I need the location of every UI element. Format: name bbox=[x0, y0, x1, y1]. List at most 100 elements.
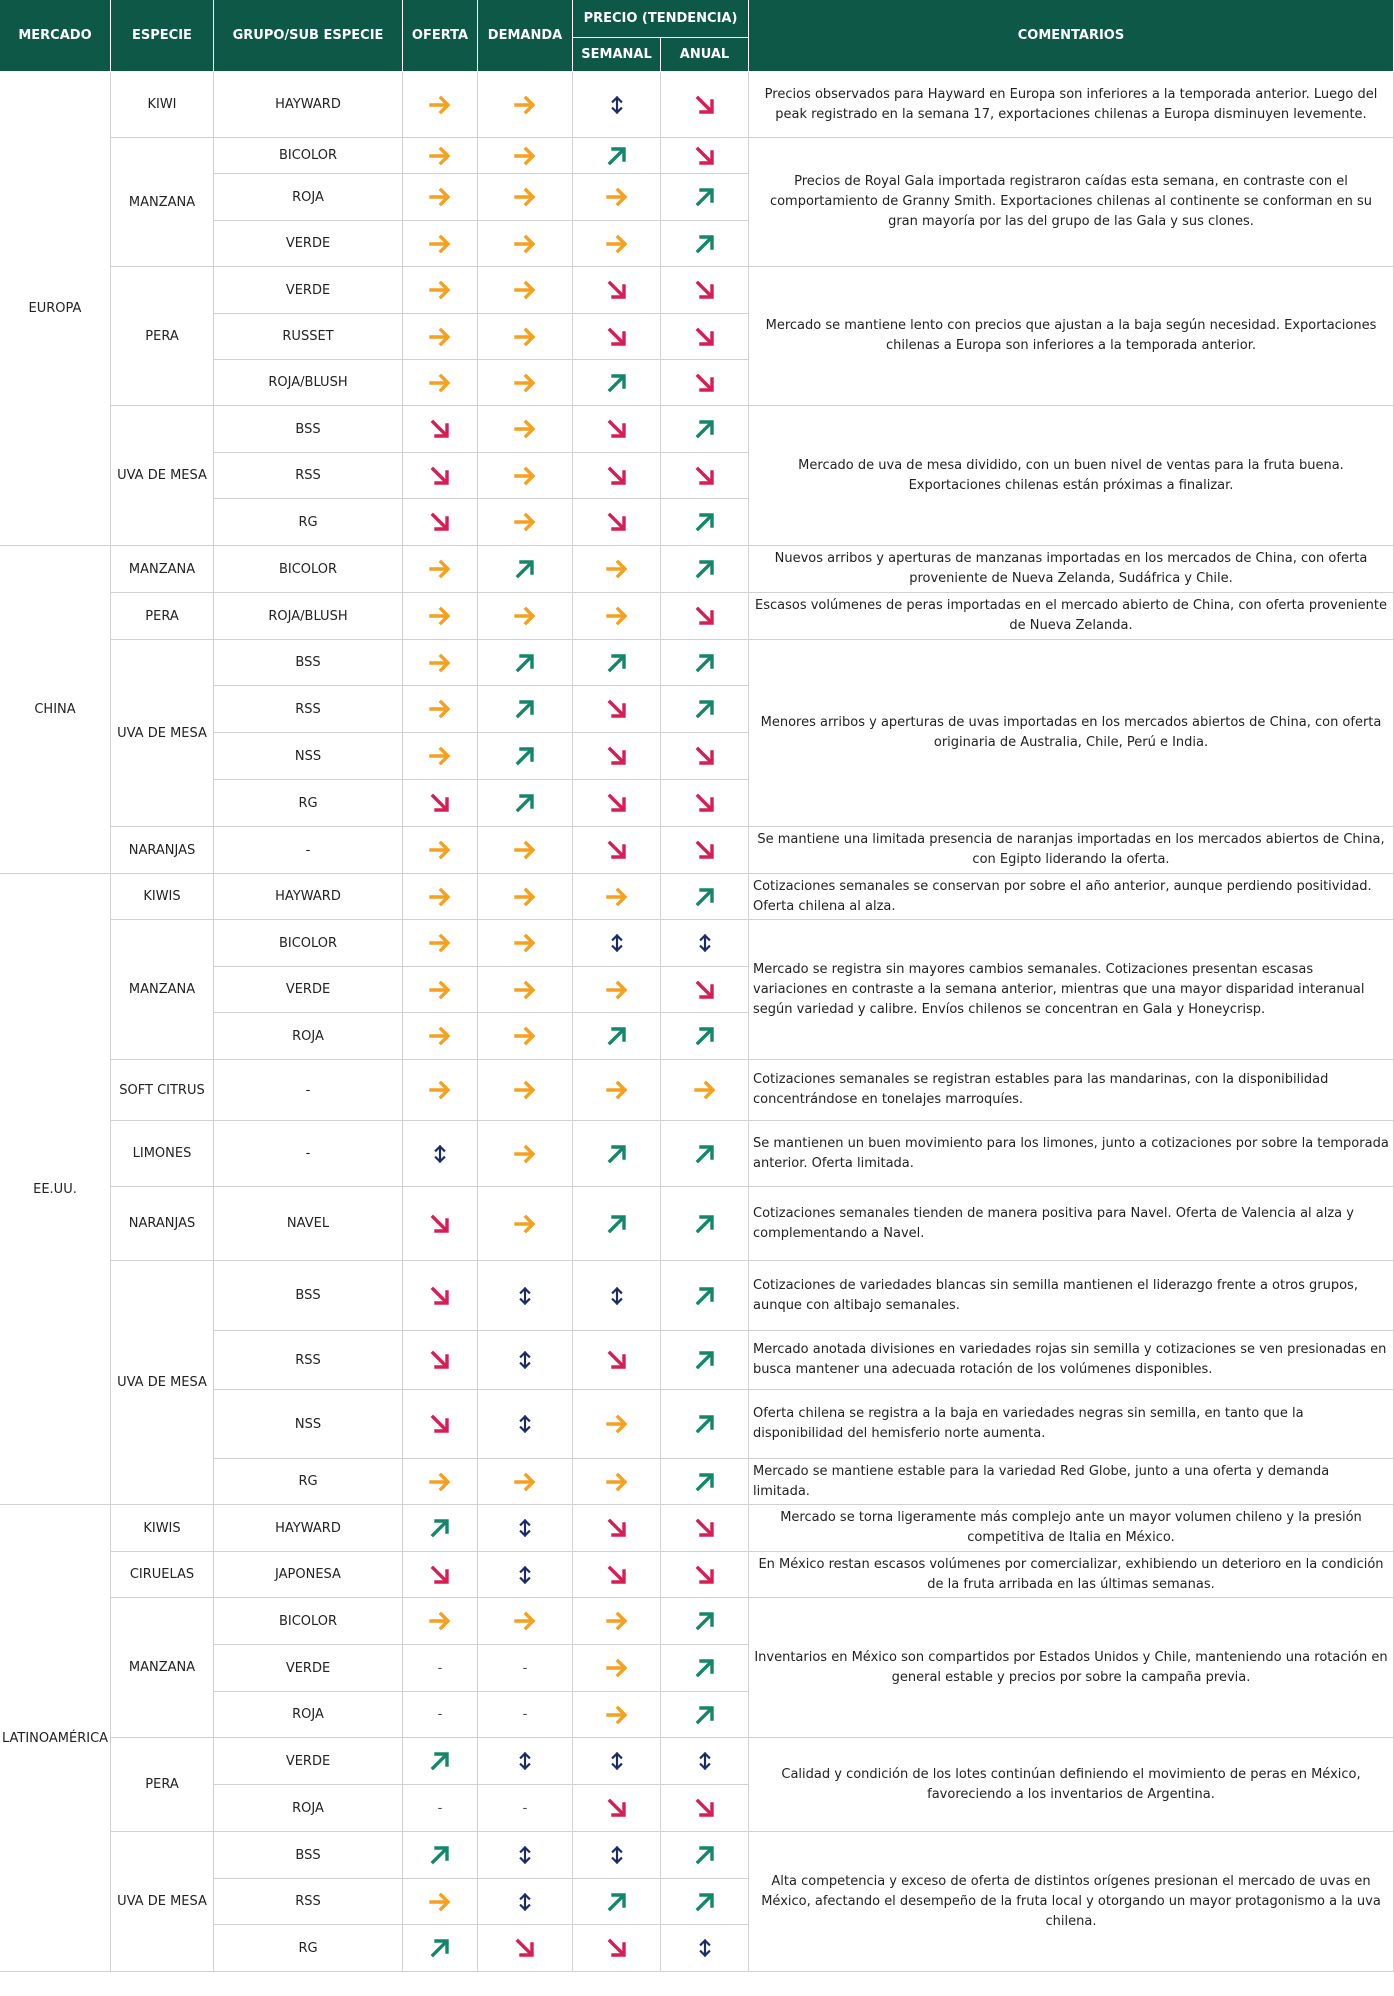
arrow-right-icon bbox=[429, 373, 451, 392]
oferta-cell bbox=[403, 1552, 478, 1598]
anual-cell bbox=[661, 360, 749, 406]
semanal-cell bbox=[573, 967, 661, 1013]
demanda-cell bbox=[478, 827, 573, 874]
demanda-cell bbox=[478, 1505, 573, 1552]
grupo-cell: HAYWARD bbox=[214, 874, 403, 920]
especie-cell: MANZANA bbox=[111, 138, 214, 267]
grupo-cell: BSS bbox=[214, 640, 403, 686]
oferta-cell bbox=[403, 174, 478, 221]
arrow-up-down-icon bbox=[519, 1845, 531, 1865]
arrow-up-right-icon bbox=[430, 1846, 449, 1865]
comment-cell: Calidad y condición de los lotes continú… bbox=[749, 1738, 1394, 1832]
arrow-down-right-icon bbox=[430, 419, 449, 438]
arrow-right-icon bbox=[514, 95, 536, 114]
especie-cell: PERA bbox=[111, 593, 214, 640]
semanal-cell bbox=[573, 920, 661, 967]
demanda-cell bbox=[478, 406, 573, 453]
arrow-down-right-icon bbox=[695, 746, 714, 765]
comment-cell: Mercado de uva de mesa dividido, con un … bbox=[749, 406, 1394, 546]
arrow-down-right-icon bbox=[430, 1286, 449, 1305]
grupo-cell: RG bbox=[214, 780, 403, 827]
arrow-up-down-icon bbox=[519, 1892, 531, 1911]
arrow-up-down-icon bbox=[698, 933, 711, 953]
semanal-cell bbox=[573, 138, 661, 174]
header-grupo: GRUPO/SUB ESPECIE bbox=[214, 0, 403, 72]
anual-cell bbox=[661, 733, 749, 780]
arrow-down-right-icon bbox=[430, 1214, 449, 1233]
arrow-down-right-icon bbox=[607, 280, 626, 299]
semanal-cell bbox=[573, 1121, 661, 1187]
arrow-right-icon bbox=[514, 146, 536, 165]
arrow-up-right-icon bbox=[430, 1519, 449, 1538]
anual-cell bbox=[661, 1261, 749, 1331]
demanda-no-data: - bbox=[522, 1660, 528, 1676]
arrow-down-right-icon bbox=[430, 793, 449, 812]
oferta-cell bbox=[403, 221, 478, 267]
arrow-right-icon bbox=[514, 512, 536, 532]
semanal-cell bbox=[573, 499, 661, 546]
arrow-up-down-icon bbox=[434, 1144, 446, 1163]
anual-cell bbox=[661, 1832, 749, 1879]
arrow-up-down-icon bbox=[519, 1751, 531, 1771]
arrow-right-icon bbox=[514, 280, 536, 300]
grupo-cell: RSS bbox=[214, 1879, 403, 1925]
arrow-up-right-icon bbox=[607, 1214, 626, 1233]
arrow-down-right-icon bbox=[695, 327, 714, 346]
arrow-up-right-icon bbox=[695, 1892, 714, 1911]
anual-cell bbox=[661, 686, 749, 733]
arrow-right-icon bbox=[605, 1472, 627, 1491]
arrow-down-right-icon bbox=[695, 1518, 714, 1537]
arrow-down-right-icon bbox=[607, 793, 626, 812]
arrow-right-icon bbox=[514, 980, 536, 999]
oferta-cell: - bbox=[403, 1692, 478, 1738]
demanda-no-data: - bbox=[522, 1707, 528, 1722]
oferta-cell bbox=[403, 1390, 478, 1459]
arrow-right-icon bbox=[429, 1892, 451, 1911]
oferta-cell: - bbox=[403, 1645, 478, 1692]
demanda-cell bbox=[478, 499, 573, 546]
arrow-right-icon bbox=[605, 887, 627, 906]
arrow-right-icon bbox=[429, 95, 451, 114]
grupo-cell: RSS bbox=[214, 1331, 403, 1390]
demanda-cell bbox=[478, 1060, 573, 1121]
demanda-cell bbox=[478, 1598, 573, 1645]
anual-cell bbox=[661, 221, 749, 267]
comment-cell: Mercado se mantiene lento con precios qu… bbox=[749, 267, 1394, 406]
arrow-right-icon bbox=[429, 559, 451, 579]
oferta-cell bbox=[403, 1832, 478, 1879]
demanda-cell bbox=[478, 1459, 573, 1505]
demanda-cell bbox=[478, 1879, 573, 1925]
comment-cell: Cotizaciones de variedades blancas sin s… bbox=[749, 1261, 1394, 1331]
semanal-cell bbox=[573, 593, 661, 640]
demanda-cell bbox=[478, 314, 573, 360]
anual-cell bbox=[661, 546, 749, 593]
arrow-down-right-icon bbox=[607, 1518, 626, 1537]
oferta-cell bbox=[403, 1598, 478, 1645]
arrow-right-icon bbox=[429, 933, 451, 953]
arrow-up-down-icon bbox=[610, 95, 623, 114]
arrow-down-right-icon bbox=[607, 1350, 626, 1369]
anual-cell bbox=[661, 640, 749, 686]
arrow-up-down-icon bbox=[519, 1286, 531, 1305]
semanal-cell bbox=[573, 1331, 661, 1390]
comment-cell: Alta competencia y exceso de oferta de d… bbox=[749, 1832, 1394, 1972]
oferta-cell bbox=[403, 1187, 478, 1261]
oferta-cell bbox=[403, 640, 478, 686]
semanal-cell bbox=[573, 314, 661, 360]
arrow-down-right-icon bbox=[695, 146, 714, 165]
oferta-cell bbox=[403, 1925, 478, 1972]
arrow-right-icon bbox=[429, 146, 451, 165]
demanda-cell bbox=[478, 1261, 573, 1331]
semanal-cell bbox=[573, 174, 661, 221]
grupo-cell: BSS bbox=[214, 406, 403, 453]
arrow-right-icon bbox=[429, 980, 451, 999]
demanda-cell: - bbox=[478, 1785, 573, 1832]
semanal-cell bbox=[573, 1598, 661, 1645]
semanal-cell bbox=[573, 267, 661, 314]
especie-cell: SOFT CITRUS bbox=[111, 1060, 214, 1121]
arrow-right-icon bbox=[429, 1080, 451, 1100]
comment-cell: Mercado anotada divisiones en variedades… bbox=[749, 1331, 1394, 1390]
arrow-up-right-icon bbox=[695, 560, 714, 579]
grupo-cell: RSS bbox=[214, 686, 403, 733]
arrow-up-right-icon bbox=[515, 653, 534, 672]
